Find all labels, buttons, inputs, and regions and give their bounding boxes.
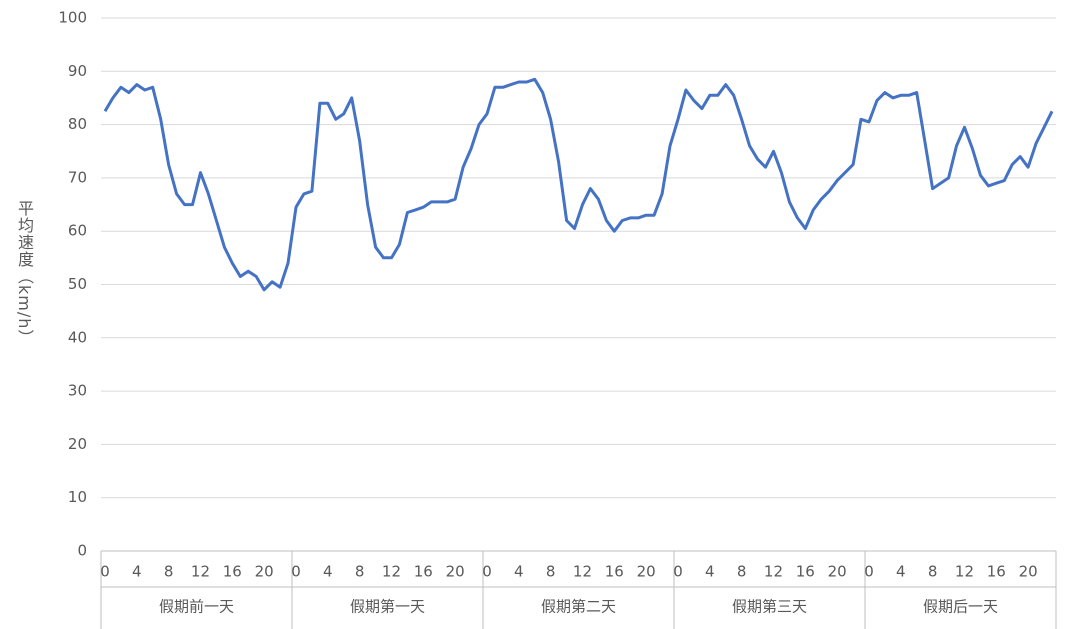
x-tick-label: 12 xyxy=(191,563,210,581)
y-tick-label: 20 xyxy=(68,435,87,453)
x-tick-label: 12 xyxy=(764,563,783,581)
group-label: 假期第一天 xyxy=(350,598,425,616)
x-tick-label: 4 xyxy=(323,563,333,581)
y-axis-label: 平均速度（km/h） xyxy=(15,200,34,347)
x-tick-label: 16 xyxy=(414,563,433,581)
y-tick-label: 60 xyxy=(68,222,87,240)
x-tick-label: 8 xyxy=(355,563,365,581)
x-tick-label: 12 xyxy=(573,563,592,581)
y-tick-label: 80 xyxy=(68,115,87,133)
y-tick-label: 0 xyxy=(77,542,87,560)
y-tick-label: 10 xyxy=(68,488,87,506)
group-label: 假期第三天 xyxy=(732,598,807,616)
group-label: 假期第二天 xyxy=(541,598,616,616)
x-tick-label: 16 xyxy=(796,563,815,581)
x-tick-label: 0 xyxy=(100,563,110,581)
x-tick-label: 0 xyxy=(291,563,301,581)
group-label: 假期后一天 xyxy=(923,598,998,616)
y-tick-label: 70 xyxy=(68,168,87,186)
y-tick-label: 50 xyxy=(68,275,87,293)
x-tick-label: 4 xyxy=(514,563,524,581)
x-tick-label: 20 xyxy=(828,563,847,581)
y-tick-label: 40 xyxy=(68,328,87,346)
x-tick-label: 8 xyxy=(164,563,174,581)
x-tick-label: 16 xyxy=(987,563,1006,581)
x-tick-label: 16 xyxy=(605,563,624,581)
x-tick-label: 0 xyxy=(482,563,492,581)
x-tick-label: 20 xyxy=(637,563,656,581)
y-tick-label: 30 xyxy=(68,382,87,400)
x-tick-label: 20 xyxy=(446,563,465,581)
x-tick-label: 20 xyxy=(1019,563,1038,581)
x-tick-label: 4 xyxy=(132,563,142,581)
y-tick-label: 90 xyxy=(68,62,87,80)
x-tick-label: 12 xyxy=(382,563,401,581)
x-tick-label: 20 xyxy=(255,563,274,581)
x-tick-label: 4 xyxy=(705,563,715,581)
x-tick-label: 12 xyxy=(955,563,974,581)
group-label: 假期前一天 xyxy=(159,598,234,616)
x-tick-label: 0 xyxy=(673,563,683,581)
x-tick-label: 4 xyxy=(896,563,906,581)
x-tick-label: 0 xyxy=(864,563,874,581)
x-tick-label: 16 xyxy=(223,563,242,581)
x-tick-label: 8 xyxy=(737,563,747,581)
y-tick-label: 100 xyxy=(58,9,87,27)
x-tick-label: 8 xyxy=(928,563,938,581)
data-line xyxy=(103,77,1054,292)
x-tick-label: 8 xyxy=(546,563,556,581)
